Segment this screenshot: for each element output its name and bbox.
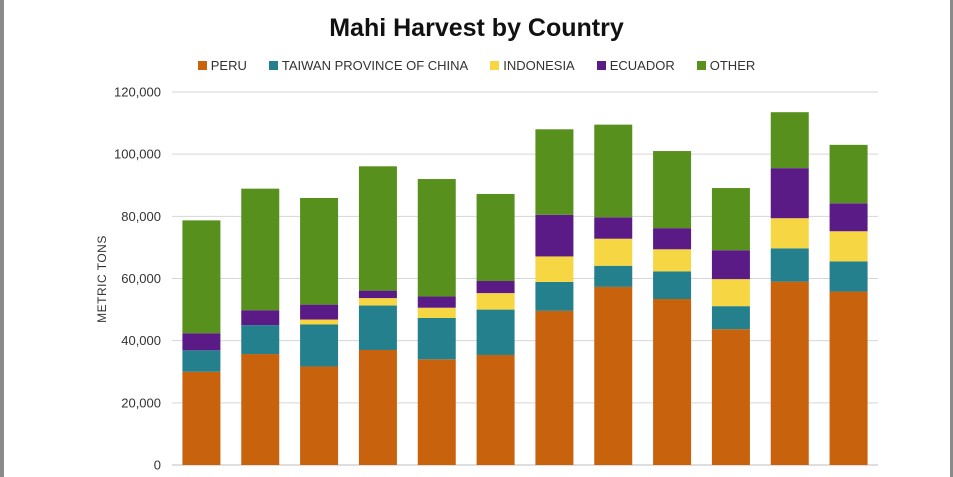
bar-segment-ecuador: [476, 280, 515, 294]
bar-segment-taiwan-province-of-china: [182, 350, 221, 372]
bar-segment-ecuador: [711, 250, 750, 280]
bar-segment-peru: [241, 354, 280, 465]
legend-swatch-peru: [197, 61, 207, 70]
bar-segment-ecuador: [770, 168, 809, 219]
y-tick-label: 100,000: [114, 147, 161, 162]
bar-segment-taiwan-province-of-china: [358, 305, 397, 350]
bar-segment-other: [417, 179, 456, 297]
bar-segment-peru: [770, 281, 809, 465]
chart-legend: PERU TAIWAN PROVINCE OF CHINA INDONESIA …: [0, 58, 953, 73]
bar-segment-indonesia: [535, 256, 574, 282]
legend-label-other: OTHER: [709, 58, 756, 73]
y-tick-label: 80,000: [121, 209, 161, 224]
legend-item-other: OTHER: [696, 58, 756, 73]
bar-segment-peru: [535, 310, 574, 465]
bar-segment-other: [829, 144, 868, 204]
bar-segment-taiwan-province-of-china: [417, 317, 456, 360]
bar-segment-peru: [829, 291, 868, 465]
bar-segment-taiwan-province-of-china: [241, 325, 280, 355]
bar-segment-other: [594, 124, 633, 218]
bar-segment-indonesia: [300, 319, 339, 325]
legend-swatch-taiwan: [268, 61, 278, 70]
bar-segment-other: [182, 220, 221, 334]
bar-segment-taiwan-province-of-china: [770, 248, 809, 282]
bar-segment-peru: [476, 354, 515, 465]
bar-segment-taiwan-province-of-china: [594, 265, 633, 287]
y-axis-label: METRIC TONS: [95, 235, 109, 323]
bar-segment-ecuador: [241, 310, 280, 326]
bar-segment-peru: [711, 329, 750, 465]
bar-segment-ecuador: [653, 228, 692, 250]
bar-segment-taiwan-province-of-china: [711, 306, 750, 330]
bar-segment-ecuador: [829, 203, 868, 232]
legend-label-peru: PERU: [210, 58, 247, 73]
legend-item-taiwan: TAIWAN PROVINCE OF CHINA: [268, 58, 469, 73]
bar-segment-ecuador: [358, 290, 397, 299]
legend-swatch-ecuador: [596, 61, 606, 70]
bar-segment-indonesia: [829, 231, 868, 262]
legend-item-indonesia: INDONESIA: [490, 58, 575, 73]
y-tick-label: 60,000: [121, 271, 161, 286]
window-right-border: [950, 0, 953, 477]
y-tick-label: 20,000: [121, 395, 161, 410]
bar-segment-other: [711, 188, 750, 251]
bar-segment-indonesia: [653, 249, 692, 272]
bar-segment-ecuador: [182, 333, 221, 351]
bar-segment-taiwan-province-of-china: [300, 324, 339, 367]
bar-segment-taiwan-province-of-china: [476, 309, 515, 355]
y-tick-label: 120,000: [114, 85, 161, 100]
bar-segment-ecuador: [417, 296, 456, 308]
bar-segment-peru: [300, 366, 339, 465]
y-tick-label: 0: [154, 458, 161, 473]
legend-item-ecuador: ECUADOR: [596, 58, 675, 73]
y-tick-label: 40,000: [121, 333, 161, 348]
window-left-border: [0, 0, 4, 477]
bar-segment-taiwan-province-of-china: [653, 271, 692, 300]
bar-segment-indonesia: [476, 293, 515, 310]
bar-segment-indonesia: [358, 298, 397, 306]
bar-segment-other: [476, 193, 515, 281]
bar-segment-peru: [358, 349, 397, 465]
legend-swatch-other: [696, 61, 706, 70]
bar-segment-taiwan-province-of-china: [829, 261, 868, 292]
bar-segment-other: [358, 166, 397, 291]
bar-segment-other: [653, 151, 692, 229]
bar-segment-indonesia: [770, 218, 809, 249]
legend-label-taiwan: TAIWAN PROVINCE OF CHINA: [281, 58, 469, 73]
bar-segment-indonesia: [417, 307, 456, 318]
bar-segment-indonesia: [711, 279, 750, 307]
bar-segment-peru: [653, 299, 692, 465]
bar-segment-other: [770, 112, 809, 169]
bar-segment-indonesia: [594, 238, 633, 266]
bar-segment-other: [535, 129, 574, 215]
legend-swatch-indonesia: [490, 61, 500, 70]
bar-segment-peru: [594, 286, 633, 465]
legend-label-ecuador: ECUADOR: [609, 58, 675, 73]
bar-segment-ecuador: [300, 304, 339, 320]
chart-title: Mahi Harvest by Country: [329, 14, 624, 42]
bar-segment-other: [300, 197, 339, 305]
bar-segment-taiwan-province-of-china: [535, 281, 574, 311]
bar-segment-other: [241, 188, 280, 311]
legend-item-peru: PERU: [197, 58, 247, 73]
bar-segment-peru: [417, 359, 456, 465]
bar-segment-ecuador: [594, 217, 633, 239]
legend-label-indonesia: INDONESIA: [503, 58, 575, 73]
bar-segment-peru: [182, 371, 221, 465]
bar-segment-ecuador: [535, 214, 574, 257]
